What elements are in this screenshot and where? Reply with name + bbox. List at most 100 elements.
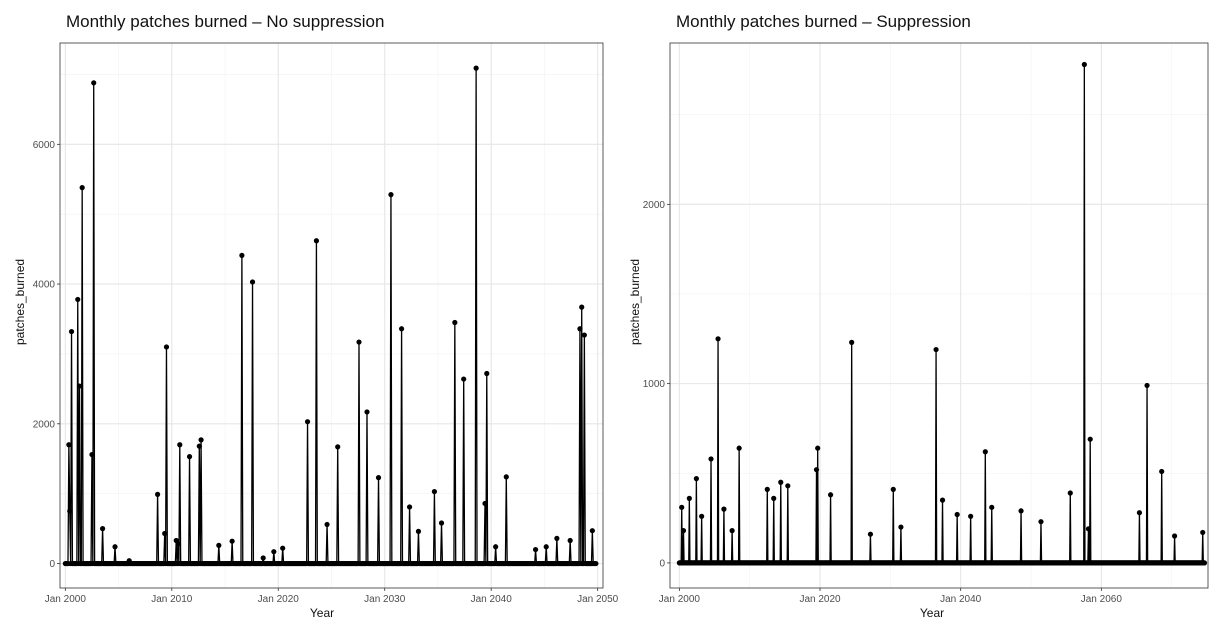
data-point [356,339,362,345]
y-tick-label: 0 [659,558,665,569]
plot-area: 0 2000 4000 6000 Jan 2000 Jan 2010 Jan 2020 Jan… [33,42,619,605]
data-point [1085,526,1092,532]
chart-title: Monthly patches burned – No suppression [66,12,385,31]
data-point [67,508,73,514]
data-point [388,192,394,198]
data-point [1201,560,1208,566]
data-point [415,528,422,535]
y-tick-label: 2000 [33,419,56,430]
data-point [1087,436,1093,442]
data-point [438,520,445,526]
x-axis-title: Year [310,606,334,617]
data-point [1018,508,1024,514]
data-point [229,538,235,544]
data-point [729,528,735,534]
data-point [89,451,95,458]
data-point [579,304,585,310]
data-point [680,528,687,534]
data-point [313,238,320,244]
x-tick-label: Jan 2000 [659,594,701,605]
data-point [99,526,106,532]
data-point [406,504,413,510]
data-point [155,491,161,497]
x-tick-label: Jan 2030 [364,594,406,605]
data-point [163,344,170,350]
data-point [1081,61,1087,68]
data-point [815,445,821,451]
data-point [398,326,405,332]
x-axis-title: Year [920,606,944,617]
data-point [593,560,599,567]
data-point [249,279,256,285]
data-point [66,442,72,448]
data-point [1200,529,1206,536]
x-tick-label: Jan 2000 [45,594,87,605]
data-point [503,474,509,480]
data-point [216,542,222,548]
y-axis-title: patches_burned [628,259,642,345]
data-point [721,506,727,512]
data-point [589,528,595,534]
data-point [890,486,896,492]
data-point [699,513,705,519]
x-tick-label: Jan 2040 [471,594,513,605]
data-point [693,476,699,482]
data-point [933,346,939,353]
data-point [1038,519,1044,525]
data-point [1171,533,1178,539]
x-tick-label: Jan 2060 [1081,594,1123,605]
data-point [532,546,539,553]
data-point [939,497,946,503]
data-point [375,475,382,481]
data-point [736,445,742,451]
data-point [813,467,820,473]
x-tick-label: Jan 2010 [151,594,193,605]
data-point [484,370,490,377]
data-point [364,409,370,415]
data-point [715,336,721,342]
plot-area: 0 1000 2000 Jan 2000 Jan 2020 Jan 2040 Jan 206… [643,42,1209,605]
data-point [198,437,204,443]
data-point [708,456,714,462]
data-point [1136,510,1143,516]
data-point [196,443,202,449]
x-tick-label: Jan 2020 [258,594,300,605]
data-point [304,419,311,425]
data-point [324,521,330,528]
data-point [686,495,692,501]
data-point [335,444,341,450]
data-point [581,332,587,338]
data-point [162,530,168,537]
data-point [91,80,97,86]
data-point [982,449,988,455]
data-point [431,488,438,495]
x-tick-label: Jan 2040 [940,594,982,605]
x-tick-label: Jan 2020 [799,594,841,605]
y-tick-label: 2000 [643,200,666,211]
data-point [482,500,488,507]
data-point [76,383,83,389]
x-tick-label: Jan 2050 [577,594,619,605]
data-point [461,376,467,382]
data-point [280,545,286,551]
data-point [679,504,685,510]
data-point [452,319,458,326]
y-tick-label: 1000 [643,379,666,390]
data-point [473,65,479,71]
data-point [827,492,834,498]
data-point [1067,490,1073,496]
chart-panel-no-suppression: Monthly patches burned – No suppression … [0,0,619,617]
data-point [771,495,777,501]
y-tick-label: 6000 [33,140,56,151]
data-point [543,544,549,550]
data-point [567,537,573,544]
data-point [989,504,995,510]
data-point [968,513,974,519]
data-point [778,479,784,485]
data-point [186,454,193,460]
data-point [112,544,118,550]
data-point [75,296,81,303]
data-point [271,549,277,555]
panel-border [59,42,604,589]
data-point [1159,468,1165,475]
